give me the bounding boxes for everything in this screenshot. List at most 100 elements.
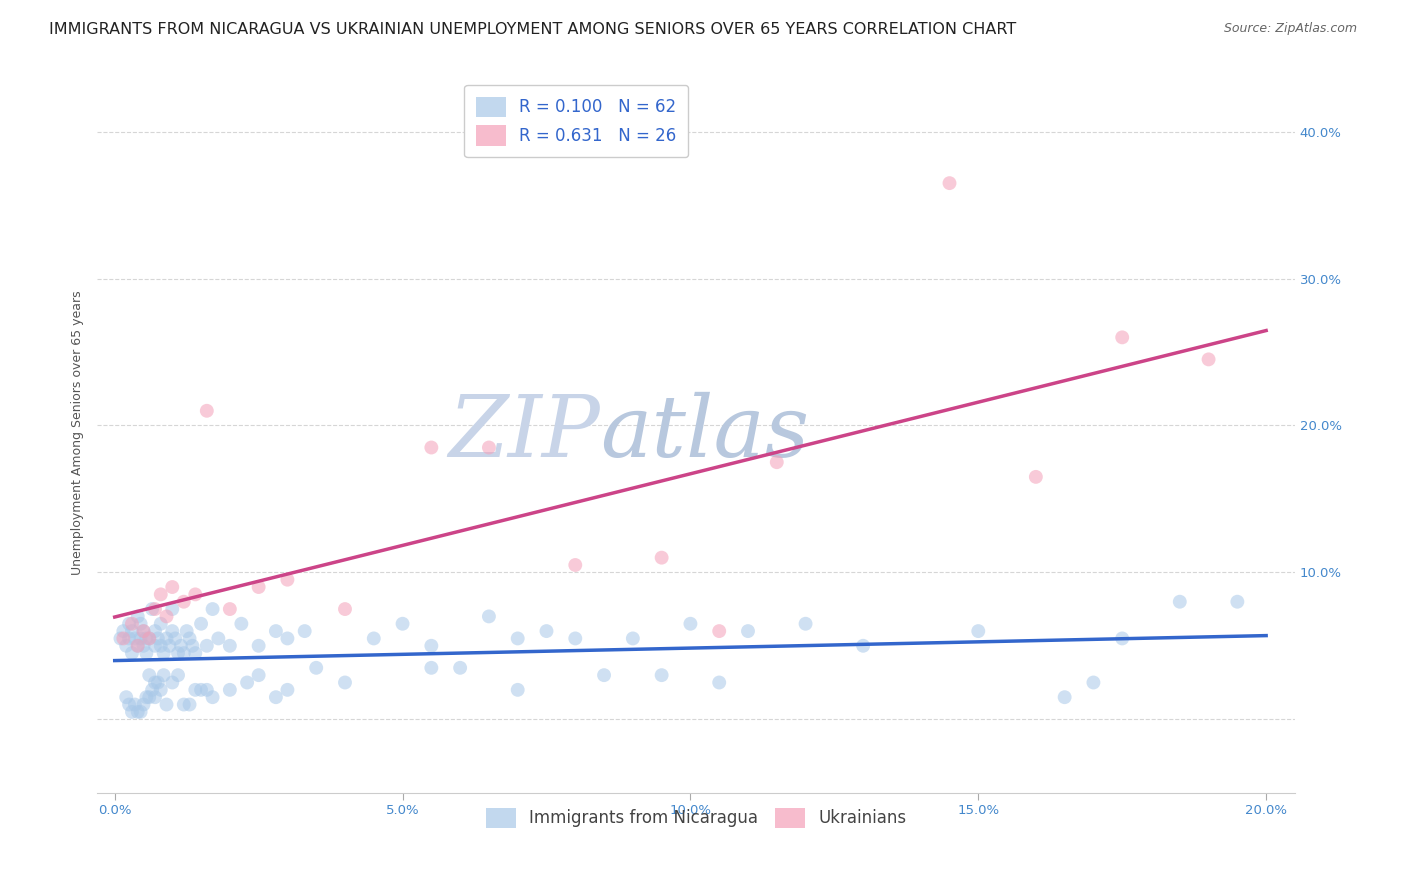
- Point: [247, 668, 270, 682]
- Point: [149, 682, 172, 697]
- Point: [765, 455, 787, 469]
- Point: [967, 624, 990, 639]
- Point: [141, 682, 163, 697]
- Point: [264, 624, 287, 639]
- Point: [179, 632, 201, 646]
- Point: [564, 632, 586, 646]
- Point: [115, 639, 138, 653]
- Point: [173, 698, 195, 712]
- Point: [333, 675, 356, 690]
- Point: [143, 602, 166, 616]
- Point: [138, 668, 160, 682]
- Point: [132, 624, 155, 639]
- Point: [420, 661, 443, 675]
- Point: [165, 632, 187, 646]
- Point: [132, 639, 155, 653]
- Point: [478, 609, 501, 624]
- Text: Source: ZipAtlas.com: Source: ZipAtlas.com: [1223, 22, 1357, 36]
- Point: [135, 632, 157, 646]
- Point: [152, 646, 174, 660]
- Point: [138, 690, 160, 705]
- Point: [129, 705, 152, 719]
- Point: [143, 624, 166, 639]
- Point: [118, 616, 141, 631]
- Point: [149, 587, 172, 601]
- Point: [794, 616, 817, 631]
- Point: [420, 639, 443, 653]
- Point: [231, 616, 253, 631]
- Point: [190, 682, 212, 697]
- Point: [127, 705, 149, 719]
- Point: [146, 675, 169, 690]
- Point: [363, 632, 385, 646]
- Point: [179, 698, 201, 712]
- Point: [1111, 330, 1133, 344]
- Point: [124, 632, 146, 646]
- Point: [129, 632, 152, 646]
- Point: [276, 632, 298, 646]
- Point: [420, 441, 443, 455]
- Point: [651, 550, 673, 565]
- Point: [138, 632, 160, 646]
- Point: [938, 176, 960, 190]
- Point: [207, 632, 229, 646]
- Point: [679, 616, 702, 631]
- Point: [157, 639, 180, 653]
- Point: [121, 705, 143, 719]
- Point: [162, 675, 184, 690]
- Point: [564, 558, 586, 572]
- Point: [146, 632, 169, 646]
- Point: [167, 646, 190, 660]
- Point: [127, 609, 149, 624]
- Point: [132, 698, 155, 712]
- Point: [135, 690, 157, 705]
- Point: [1198, 352, 1220, 367]
- Point: [621, 632, 644, 646]
- Point: [143, 639, 166, 653]
- Point: [1053, 690, 1076, 705]
- Point: [1111, 632, 1133, 646]
- Legend: Immigrants from Nicaragua, Ukrainians: Immigrants from Nicaragua, Ukrainians: [479, 801, 912, 835]
- Point: [506, 632, 529, 646]
- Point: [181, 639, 204, 653]
- Point: [236, 675, 259, 690]
- Point: [184, 587, 207, 601]
- Point: [141, 602, 163, 616]
- Point: [201, 602, 224, 616]
- Point: [127, 639, 149, 653]
- Point: [247, 639, 270, 653]
- Text: ZIP: ZIP: [449, 392, 600, 475]
- Text: atlas: atlas: [600, 392, 810, 475]
- Point: [110, 632, 132, 646]
- Point: [162, 624, 184, 639]
- Point: [170, 639, 193, 653]
- Point: [173, 646, 195, 660]
- Point: [149, 639, 172, 653]
- Point: [118, 632, 141, 646]
- Point: [195, 682, 218, 697]
- Point: [1168, 595, 1191, 609]
- Point: [190, 616, 212, 631]
- Point: [478, 441, 501, 455]
- Point: [184, 682, 207, 697]
- Point: [152, 668, 174, 682]
- Point: [593, 668, 616, 682]
- Point: [112, 632, 135, 646]
- Point: [184, 646, 207, 660]
- Point: [1226, 595, 1249, 609]
- Point: [218, 682, 240, 697]
- Point: [218, 602, 240, 616]
- Point: [149, 616, 172, 631]
- Point: [135, 646, 157, 660]
- Point: [195, 639, 218, 653]
- Point: [138, 632, 160, 646]
- Point: [162, 602, 184, 616]
- Point: [333, 602, 356, 616]
- Point: [129, 616, 152, 631]
- Point: [737, 624, 759, 639]
- Point: [536, 624, 558, 639]
- Point: [143, 690, 166, 705]
- Point: [391, 616, 413, 631]
- Point: [155, 698, 177, 712]
- Point: [218, 639, 240, 653]
